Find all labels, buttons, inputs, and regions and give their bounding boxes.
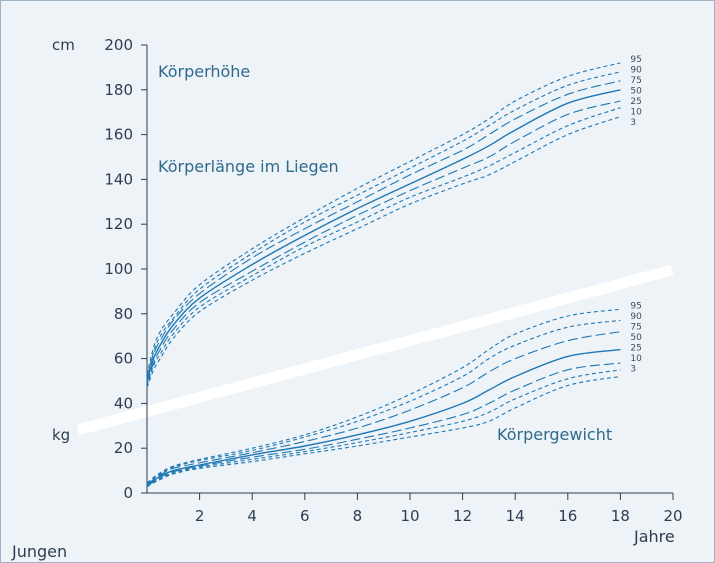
x-ticks: 2 4 6 8 10 12 14 16 18 20 (195, 493, 683, 525)
percentile-label-p50: 50 (630, 333, 642, 343)
y-tick-label: 100 (104, 260, 133, 278)
percentile-label-p75: 75 (630, 322, 641, 332)
y-ticks: 0 20 40 60 80 100 120 140 160 180 200 (104, 36, 147, 502)
x-tick-label: 4 (247, 507, 257, 525)
percentile-curve-p75-weight (146, 331, 621, 485)
y-unit-bottom: kg (52, 426, 70, 444)
label-koerpergewicht: Körpergewicht (497, 425, 612, 444)
percentile-curve-p90-weight (146, 319, 621, 485)
y-tick-label: 80 (114, 305, 133, 323)
label-koerperhoehe: Körperhöhe (158, 62, 250, 81)
y-tick-label: 200 (104, 36, 133, 54)
x-axis-label: Jahre (633, 527, 675, 546)
percentile-label-p3: 3 (630, 364, 636, 374)
x-tick-label: 18 (611, 507, 630, 525)
x-tick-label: 6 (300, 507, 310, 525)
percentile-label-p90: 90 (630, 65, 642, 75)
y-tick-label: 60 (114, 350, 133, 368)
percentile-label-p3: 3 (630, 118, 636, 128)
y-unit-top: cm (52, 36, 75, 54)
percentile-curves (146, 62, 621, 488)
percentile-curve-p95-weight (146, 308, 621, 484)
percentile-curve-p10-weight (146, 369, 621, 487)
x-tick-label: 20 (663, 507, 682, 525)
x-tick-label: 12 (453, 507, 472, 525)
percentile-curve-p3-weight (146, 375, 621, 488)
x-tick-label: 16 (558, 507, 577, 525)
x-tick-label: 10 (400, 507, 419, 525)
percentile-label-p95: 95 (630, 301, 641, 311)
y-tick-label: 20 (114, 439, 133, 457)
divider-band (76, 264, 674, 436)
percentile-curve-p75-height (146, 80, 621, 379)
y-tick-label: 180 (104, 81, 133, 99)
percentile-curve-p95-height (146, 62, 621, 375)
percentile-label-p95: 95 (630, 55, 641, 65)
percentile-label-p10: 10 (630, 354, 642, 364)
label-koerperlaenge: Körperlänge im Liegen (158, 157, 339, 176)
percentile-label-p25: 25 (630, 343, 641, 353)
percentile-label-p50: 50 (630, 86, 642, 96)
percentile-curve-p90-height (146, 71, 621, 377)
percentile-label-p75: 75 (630, 76, 641, 86)
percentile-label-p90: 90 (630, 312, 642, 322)
percentile-curve-p25-height (146, 100, 621, 384)
percentile-curve-p25-weight (146, 362, 621, 487)
y-tick-label: 160 (104, 126, 133, 144)
percentile-label-p10: 10 (630, 107, 642, 117)
y-tick-label: 140 (104, 170, 133, 188)
percentile-curve-p10-height (146, 107, 621, 386)
group-label: Jungen (11, 542, 67, 561)
percentile-label-p25: 25 (630, 97, 641, 107)
y-tick-label: 40 (114, 394, 133, 412)
x-tick-label: 8 (353, 507, 363, 525)
y-tick-label: 0 (123, 484, 133, 502)
y-tick-label: 120 (104, 215, 133, 233)
percentile-curve-p50-weight (146, 348, 621, 486)
x-tick-label: 14 (506, 507, 525, 525)
x-tick-label: 2 (195, 507, 205, 525)
percentile-curve-p50-height (146, 89, 621, 382)
